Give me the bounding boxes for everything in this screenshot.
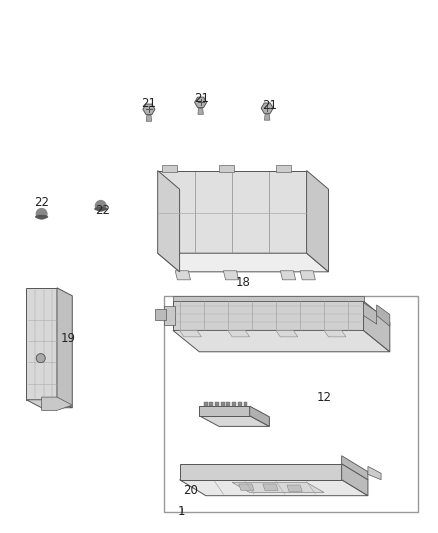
Polygon shape <box>164 306 175 325</box>
Polygon shape <box>261 103 273 114</box>
Ellipse shape <box>94 207 107 211</box>
Polygon shape <box>143 104 155 115</box>
Text: 22: 22 <box>34 196 49 209</box>
Polygon shape <box>175 271 191 280</box>
Polygon shape <box>238 402 242 406</box>
Polygon shape <box>146 115 152 122</box>
Polygon shape <box>221 402 225 406</box>
Text: 21: 21 <box>194 92 209 105</box>
Polygon shape <box>42 397 72 410</box>
Polygon shape <box>324 330 346 337</box>
Text: 12: 12 <box>317 391 332 403</box>
Polygon shape <box>199 416 269 426</box>
Ellipse shape <box>35 215 48 219</box>
Polygon shape <box>173 296 364 301</box>
Polygon shape <box>173 330 390 352</box>
Text: 20: 20 <box>183 484 198 497</box>
Polygon shape <box>364 303 377 324</box>
Polygon shape <box>173 301 364 330</box>
Polygon shape <box>199 406 250 416</box>
Polygon shape <box>180 464 342 480</box>
Circle shape <box>35 208 48 220</box>
Polygon shape <box>300 271 315 280</box>
Polygon shape <box>226 402 230 406</box>
Text: 1: 1 <box>178 505 186 518</box>
Bar <box>164 296 418 512</box>
Polygon shape <box>180 480 368 496</box>
Polygon shape <box>276 330 298 337</box>
Polygon shape <box>26 288 57 400</box>
Polygon shape <box>215 402 219 406</box>
Polygon shape <box>244 402 247 406</box>
Polygon shape <box>180 330 201 337</box>
Polygon shape <box>377 305 390 326</box>
Polygon shape <box>342 456 368 480</box>
Polygon shape <box>364 301 390 352</box>
Polygon shape <box>287 485 302 491</box>
Text: 19: 19 <box>60 332 75 345</box>
Polygon shape <box>209 402 213 406</box>
Polygon shape <box>342 464 368 496</box>
Polygon shape <box>239 484 254 490</box>
Polygon shape <box>57 288 72 408</box>
Polygon shape <box>307 171 328 272</box>
Polygon shape <box>263 484 278 490</box>
Polygon shape <box>219 165 234 172</box>
Polygon shape <box>368 466 381 480</box>
Polygon shape <box>280 271 296 280</box>
Polygon shape <box>223 271 239 280</box>
Polygon shape <box>250 406 269 426</box>
Polygon shape <box>155 309 166 320</box>
Polygon shape <box>228 330 250 337</box>
Polygon shape <box>26 400 72 408</box>
Text: 21: 21 <box>141 98 156 110</box>
Text: 18: 18 <box>236 276 251 289</box>
Polygon shape <box>198 108 203 115</box>
Circle shape <box>95 200 107 212</box>
Polygon shape <box>276 165 291 172</box>
Text: 22: 22 <box>95 204 110 217</box>
Polygon shape <box>232 402 236 406</box>
Polygon shape <box>232 482 324 492</box>
Polygon shape <box>158 171 307 253</box>
Circle shape <box>36 354 45 362</box>
Text: 21: 21 <box>262 99 277 111</box>
Polygon shape <box>162 165 177 172</box>
Polygon shape <box>204 402 208 406</box>
Polygon shape <box>194 97 207 108</box>
Polygon shape <box>158 253 328 272</box>
Polygon shape <box>265 114 270 120</box>
Polygon shape <box>158 171 180 272</box>
